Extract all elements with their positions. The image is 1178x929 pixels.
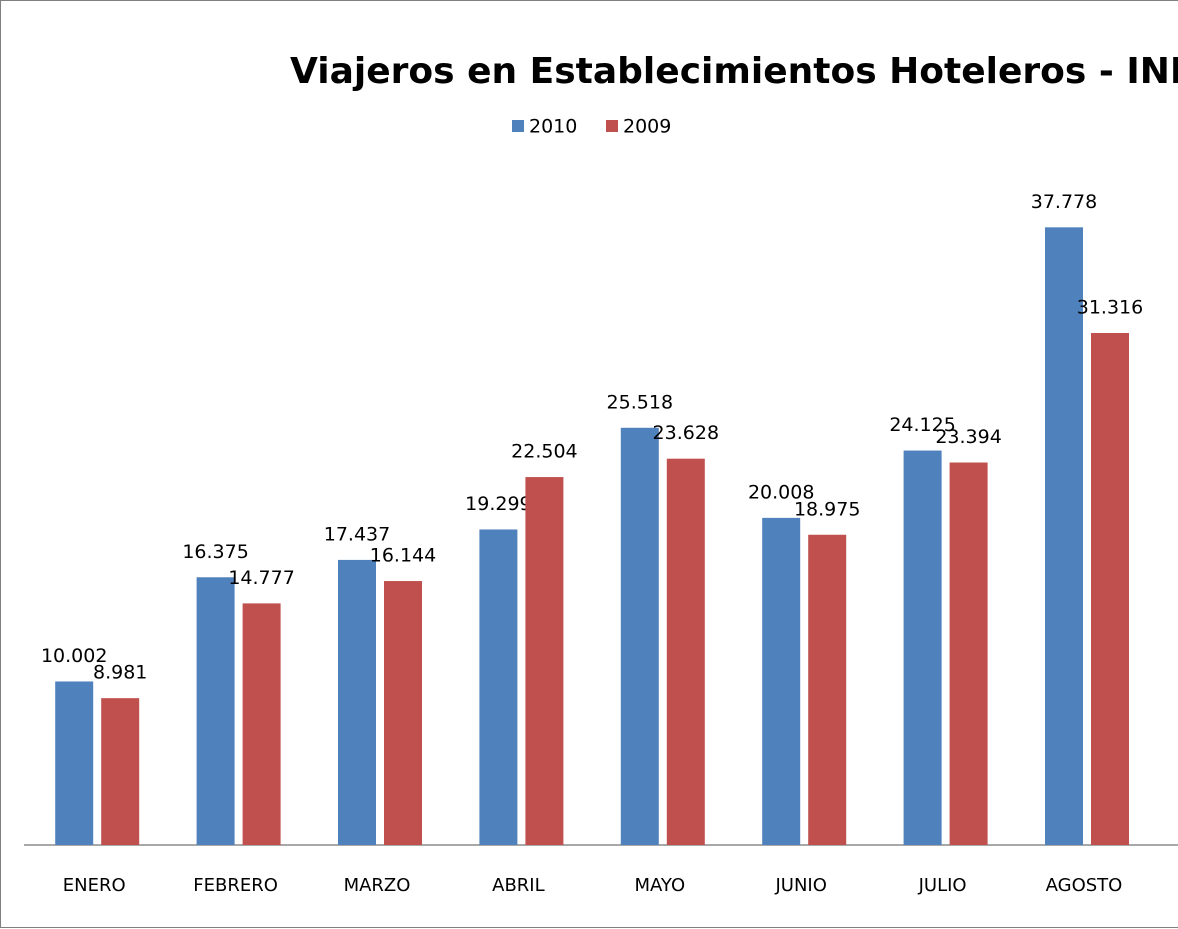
legend-swatch xyxy=(606,120,618,132)
chart-title: Viajeros en Establecimientos Hoteleros -… xyxy=(290,51,1178,92)
data-label: 31.316 xyxy=(1077,296,1143,318)
x-tick-label: FEBRERO xyxy=(193,875,278,896)
bar xyxy=(762,517,801,845)
data-label: 16.375 xyxy=(182,541,248,563)
legend-label: 2010 xyxy=(529,116,577,138)
bar xyxy=(196,577,235,845)
bar xyxy=(525,477,564,845)
data-label: 17.437 xyxy=(324,523,390,545)
x-tick-label: JUNIO xyxy=(774,875,826,896)
bar xyxy=(620,427,659,845)
bar xyxy=(808,534,847,845)
bar xyxy=(338,559,376,845)
x-tick-label: ENERO xyxy=(63,875,126,896)
data-label: 22.504 xyxy=(511,441,577,463)
bar xyxy=(101,698,140,845)
data-label: 8.981 xyxy=(93,662,147,684)
x-tick-label: MARZO xyxy=(344,875,411,896)
data-label: 37.778 xyxy=(1031,191,1097,213)
data-label: 23.628 xyxy=(653,422,719,444)
bar xyxy=(903,450,942,845)
bar xyxy=(242,603,281,845)
x-tick-label: MAYO xyxy=(634,875,685,896)
bar xyxy=(1045,227,1083,845)
bar xyxy=(1091,332,1129,845)
data-label: 20.008 xyxy=(748,481,814,503)
data-label: 23.394 xyxy=(935,426,1001,448)
data-label: 10.002 xyxy=(41,645,107,667)
data-label: 18.975 xyxy=(794,498,860,520)
data-label: 24.125 xyxy=(889,414,955,436)
data-label: 19.299 xyxy=(465,493,531,515)
bar xyxy=(384,581,422,845)
bar xyxy=(55,681,94,845)
data-label: 16.144 xyxy=(370,545,436,567)
bar xyxy=(949,462,988,845)
data-label: 14.777 xyxy=(228,567,294,589)
x-tick-label: JULIO xyxy=(918,875,967,896)
data-label: 25.518 xyxy=(607,391,673,413)
bar xyxy=(666,458,705,845)
x-tick-label: ABRIL xyxy=(492,875,545,896)
legend-swatch xyxy=(512,120,524,132)
legend-label: 2009 xyxy=(623,116,671,138)
x-tick-label: AGOSTO xyxy=(1046,875,1123,896)
bar xyxy=(479,529,518,845)
